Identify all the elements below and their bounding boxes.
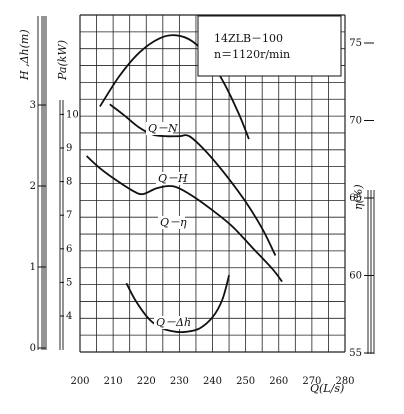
series-label-bg <box>146 122 173 135</box>
left-axes: 0 1 2 3 4 5 6 7 8 9 10 <box>30 16 79 354</box>
eta-tick-label: 65 <box>349 193 362 204</box>
x-tick-label: 270 <box>302 376 321 387</box>
h-tick-label: 0 <box>30 343 36 354</box>
curves: Q－N Q－H Q－η Q－Δh <box>85 34 283 334</box>
eta-tick-label: 55 <box>349 348 362 359</box>
pa-tick-label: 10 <box>66 109 79 120</box>
series-label: Q－H <box>158 172 188 185</box>
h-tick-label: 1 <box>30 262 36 273</box>
series-label-bg <box>156 172 183 185</box>
eta-axis-label: η(%) <box>352 184 365 210</box>
x-axis: 200 210 220 230 240 250 260 270 280 <box>70 376 354 387</box>
series-line-2 <box>99 34 250 140</box>
series-line-3 <box>125 274 230 334</box>
x-tick-label: 280 <box>335 376 354 387</box>
series-line-0 <box>109 103 277 256</box>
pa-tick-label: 7 <box>66 210 72 221</box>
pa-tick-label: 9 <box>66 143 72 154</box>
series-label: Q－Δh <box>156 316 191 329</box>
series-label: Q－η <box>160 216 187 229</box>
x-tick-label: 220 <box>137 376 156 387</box>
pa-tick-label: 8 <box>66 177 72 188</box>
h-tick-label: 3 <box>30 100 36 111</box>
info-model: 14ZLB－100 <box>214 32 283 45</box>
x-tick-label: 240 <box>203 376 222 387</box>
right-axis: 55 60 65 70 75 <box>349 38 375 359</box>
x-tick-label: 260 <box>269 376 288 387</box>
x-tick-label: 230 <box>170 376 189 387</box>
pa-tick-label: 5 <box>66 277 72 288</box>
series-label-bg <box>154 316 188 329</box>
h-tick-label: 2 <box>30 181 36 192</box>
pa-tick-label: 4 <box>66 311 72 322</box>
h-axis-label: H ,Δh(m) <box>18 29 31 81</box>
eta-tick-label: 70 <box>349 116 362 127</box>
eta-tick-label: 60 <box>349 271 362 282</box>
series-label-bg <box>158 216 185 229</box>
info-box: 14ZLB－100 n＝1120r/min <box>197 15 342 77</box>
pa-axis-label: Pa(kW) <box>56 40 69 81</box>
x-tick-label: 200 <box>70 376 89 387</box>
pa-tick-label: 6 <box>66 244 72 255</box>
x-tick-label: 210 <box>104 376 123 387</box>
series-line-1 <box>85 155 283 283</box>
info-box-frame <box>197 15 342 77</box>
eta-tick-label: 75 <box>349 38 362 49</box>
series-label: Q－N <box>148 122 178 135</box>
x-axis-label: Q(L/s) <box>310 382 344 395</box>
x-tick-label: 250 <box>236 376 255 387</box>
info-speed: n＝1120r/min <box>214 48 290 61</box>
